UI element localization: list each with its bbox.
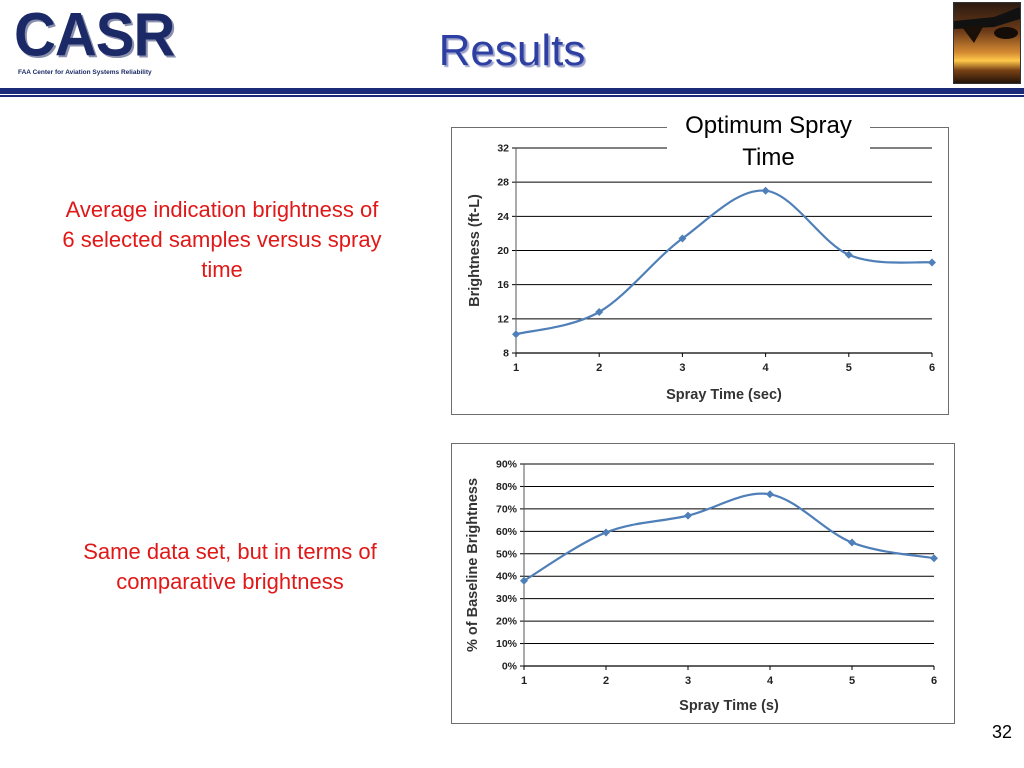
- y-tick-label: 80%: [496, 481, 518, 493]
- x-tick-label: 5: [849, 675, 855, 687]
- caption-bottom: Same data set, but in terms of comparati…: [83, 539, 377, 594]
- data-point: [684, 511, 692, 520]
- x-tick-label: 5: [846, 362, 852, 374]
- logo-text: CASR: [14, 1, 175, 70]
- data-point: [848, 538, 856, 547]
- y-tick-label: 90%: [496, 459, 518, 471]
- y-axis-title: Brightness (ft-L): [467, 194, 483, 307]
- data-point: [520, 576, 528, 585]
- series-line: [523, 492, 935, 582]
- chart-brightness: 8 12 16 20 24 28 32 1 2 3 4 5 6 Spray Time (sec) Brigh…: [451, 127, 949, 415]
- data-point: [766, 490, 774, 499]
- x-tick-label: 6: [931, 675, 937, 687]
- y-tick-label: 12: [497, 313, 509, 325]
- y-tick-label: 30%: [496, 593, 518, 605]
- y-tick-label: 60%: [496, 526, 518, 538]
- x-tick-label: 2: [596, 362, 602, 374]
- header-rule: [0, 88, 1024, 94]
- casr-logo: CASR FAA Center for Aviation Systems Rel…: [14, 1, 175, 76]
- x-tick-label: 3: [685, 675, 691, 687]
- x-axis-title: Spray Time (s): [679, 698, 779, 714]
- page-number: 32: [991, 722, 1012, 742]
- y-tick-label: 16: [497, 279, 509, 291]
- data-point: [678, 234, 687, 243]
- x-tick-label: 2: [603, 675, 609, 687]
- logo-subtitle: FAA Center for Aviation Systems Reliabil…: [18, 69, 152, 76]
- x-tick-label: 3: [679, 362, 685, 374]
- data-point: [512, 330, 520, 339]
- data-point: [844, 250, 853, 259]
- slide-title: Results: [438, 26, 586, 75]
- data-point: [928, 258, 936, 267]
- y-tick-label: 10%: [496, 638, 518, 650]
- series-line: [515, 189, 933, 336]
- y-axis-title: % of Baseline Brightness: [465, 478, 481, 652]
- y-tick-label: 40%: [496, 571, 518, 583]
- data-point: [602, 528, 610, 537]
- x-tick-label: 4: [767, 675, 774, 687]
- y-tick-label: 24: [497, 211, 509, 223]
- data-point: [761, 186, 770, 195]
- y-tick-label: 70%: [496, 503, 518, 515]
- x-axis-title: Spray Time (sec): [666, 387, 782, 403]
- header-rule-thin: [0, 95, 1024, 97]
- y-tick-label: 20%: [496, 616, 518, 628]
- y-tick-label: 20: [497, 245, 509, 257]
- x-tick-label: 6: [929, 362, 935, 374]
- y-tick-label: 50%: [496, 548, 518, 560]
- y-tick-label: 8: [503, 348, 509, 360]
- data-point: [595, 308, 604, 316]
- x-tick-label: 1: [521, 675, 527, 687]
- data-point: [930, 554, 938, 563]
- y-tick-label: 0%: [502, 661, 518, 673]
- chart-percent: 0% 10% 20% 30% 40% 50% 60% 70% 80% 90% 1 2 3 4 5 6 Spray…: [451, 443, 955, 724]
- y-tick-label: 32: [497, 143, 509, 155]
- y-tick-label: 28: [497, 177, 509, 189]
- x-tick-label: 4: [763, 362, 770, 374]
- chart-percent-plot: 0% 10% 20% 30% 40% 50% 60% 70% 80% 90% 1 2 3 4 5 6 Spray…: [465, 459, 938, 714]
- x-tick-label: 1: [513, 362, 519, 374]
- optimum-annotation: Optimum Spray Time: [667, 110, 870, 174]
- aircraft-photo-icon: [953, 2, 1021, 84]
- caption-top: Average indication brightness of 6 selec…: [62, 197, 382, 282]
